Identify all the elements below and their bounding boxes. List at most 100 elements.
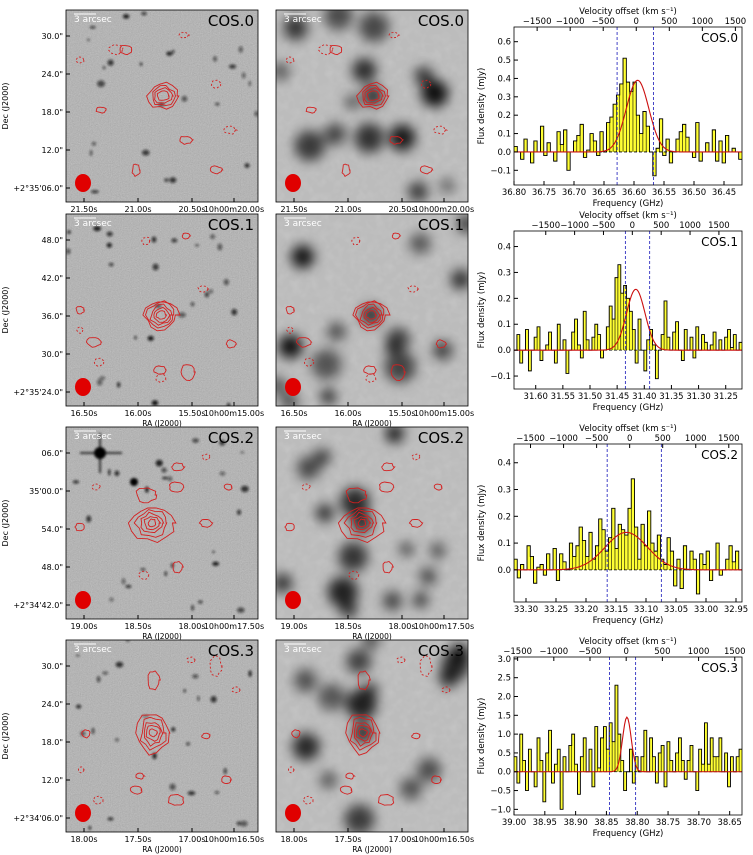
velocity-tick-label: −500 bbox=[592, 17, 615, 27]
contour-line bbox=[135, 714, 171, 756]
contour-line bbox=[133, 509, 168, 538]
optical-source bbox=[152, 263, 159, 271]
ir-source bbox=[290, 245, 315, 269]
flux-axis-label: Flux density (mJy) bbox=[477, 272, 487, 349]
ir-source bbox=[385, 427, 404, 443]
beam-ellipse bbox=[75, 591, 91, 609]
optical-noise bbox=[66, 640, 258, 832]
spectrum-body bbox=[514, 231, 742, 389]
spectrum-panel-1: 31.60 31.55 31.50 31.45 31.40 31.35 31.30 31.25… bbox=[477, 211, 743, 413]
ra-tick-label: 19.00s bbox=[70, 622, 97, 631]
ir-source bbox=[383, 591, 402, 611]
contour-line bbox=[350, 511, 375, 534]
velocity-tick-label: 500 bbox=[653, 221, 669, 231]
contours-optical-3 bbox=[78, 655, 241, 806]
freq-tick-label: 38.95 bbox=[533, 818, 557, 828]
freq-tick-label: 31.60 bbox=[524, 392, 548, 402]
velocity-tick-label: 500 bbox=[655, 434, 671, 444]
contour-line bbox=[352, 301, 391, 332]
flux-tick-label: 0.3 bbox=[497, 268, 511, 278]
panel-title: COS.3 bbox=[418, 642, 464, 660]
ir-source bbox=[449, 643, 468, 664]
contour-line-negative bbox=[304, 357, 315, 367]
ir-source bbox=[297, 456, 320, 480]
optical-source bbox=[161, 467, 167, 473]
contour-line bbox=[154, 87, 174, 104]
contour-line bbox=[357, 518, 367, 528]
optical-source bbox=[141, 11, 147, 16]
optical-source bbox=[161, 476, 169, 480]
optical-source bbox=[151, 236, 157, 243]
ir-source bbox=[311, 349, 342, 380]
ir-source bbox=[433, 340, 453, 360]
flux-tick-label: 0.4 bbox=[497, 243, 511, 253]
contour-line-negative bbox=[137, 570, 150, 580]
ra-tick-label: 17.00s bbox=[178, 835, 205, 844]
contour-line-negative bbox=[365, 373, 377, 383]
contour-line bbox=[345, 487, 368, 504]
flux-axis-label: Flux density (mJy) bbox=[477, 68, 487, 145]
spectrum-line bbox=[514, 478, 742, 595]
contour-line bbox=[149, 303, 173, 326]
ra-tick-label: 10h00m17.50s bbox=[414, 622, 474, 631]
row-1: 3 arcsec COS.116.50s 16.00s 15.50s10h00m15.… bbox=[1, 211, 743, 428]
freq-tick-label: 31.45 bbox=[605, 392, 629, 402]
optical-source bbox=[106, 231, 113, 237]
flux-tick-label: 1.0 bbox=[497, 730, 511, 740]
velocity-tick-label: −1500 bbox=[503, 647, 532, 657]
ir-source bbox=[316, 504, 334, 522]
ir-image-panel-3: 3 arcsec COS.3 18.00s 17.50s 17.00s10h00m16.… bbox=[275, 639, 474, 854]
velocity-tick-label: −1000 bbox=[539, 647, 568, 657]
optical-source bbox=[166, 51, 173, 56]
ir-source bbox=[450, 269, 468, 290]
ir-source bbox=[417, 757, 441, 782]
contour-line bbox=[81, 729, 91, 739]
optical-source bbox=[91, 727, 95, 735]
ra-tick-label: 18.50s bbox=[334, 622, 361, 631]
spectrum-fill bbox=[514, 264, 742, 379]
spectrum-frame bbox=[513, 26, 743, 186]
ir-source bbox=[440, 178, 455, 193]
scale-bar-label: 3 arcsec bbox=[284, 219, 322, 229]
optical-source bbox=[109, 597, 114, 602]
contour-line bbox=[142, 301, 181, 332]
contour-line bbox=[382, 560, 395, 574]
contour-line bbox=[305, 106, 317, 114]
row-0: 3 arcsec COS.021.50s 21.00s 20.50s10h00m20.… bbox=[1, 7, 746, 224]
contour-line bbox=[140, 511, 165, 534]
contour-line bbox=[74, 522, 85, 532]
velocity-tick-label: 0 bbox=[630, 221, 635, 231]
ir-image-panel-1: 3 arcsec COS.1 16.50s 16.00s 15.50s10h00m15.… bbox=[275, 213, 474, 428]
contour-line bbox=[95, 106, 107, 114]
spectrum-frame bbox=[513, 656, 743, 816]
optical-source bbox=[192, 674, 199, 679]
optical-source bbox=[237, 509, 241, 516]
freq-tick-label: 36.50 bbox=[682, 188, 706, 198]
contour-line bbox=[381, 462, 396, 472]
panel-title: COS.0 bbox=[208, 12, 254, 30]
flux-tick-label: 0.2 bbox=[497, 111, 511, 121]
velocity-tick-label: 1500 bbox=[724, 647, 746, 657]
contour-line bbox=[146, 81, 180, 110]
optical-source bbox=[195, 244, 200, 247]
contour-line bbox=[198, 518, 214, 528]
optical-source bbox=[254, 110, 258, 117]
flux-tick-label: 0.0 bbox=[497, 346, 511, 356]
contour-line-negative bbox=[223, 125, 239, 135]
ir-source bbox=[276, 376, 288, 395]
ir-image-content-3: 3 arcsec COS.3 bbox=[276, 640, 468, 832]
optical-sources bbox=[66, 225, 238, 406]
ra-axis-label: RA (J2000) bbox=[142, 632, 182, 641]
flux-tick-label: 3.0 bbox=[497, 655, 511, 665]
contour-line bbox=[139, 716, 167, 751]
contours-ir-1 bbox=[285, 232, 448, 383]
scale-bar-label: 3 arcsec bbox=[284, 15, 322, 25]
freq-tick-label: 33.10 bbox=[634, 605, 658, 615]
ir-image-content-2: 3 arcsec COS.2 bbox=[276, 427, 468, 619]
optical-source bbox=[192, 438, 199, 443]
optical-image-panel-3: 3 arcsec COS.3 18.00s 17.50s 17.00s10h00m16.… bbox=[1, 639, 264, 854]
ra-tick-label: 17.50s bbox=[124, 835, 151, 844]
freq-axis-label: Frequency (GHz) bbox=[593, 403, 664, 413]
ir-image-panel-2: 3 arcsec COS.2 19.00s 18.50s 18.00s10h00m17.… bbox=[275, 426, 474, 641]
dec-tick-label: +2°34'06.0" bbox=[13, 814, 63, 823]
